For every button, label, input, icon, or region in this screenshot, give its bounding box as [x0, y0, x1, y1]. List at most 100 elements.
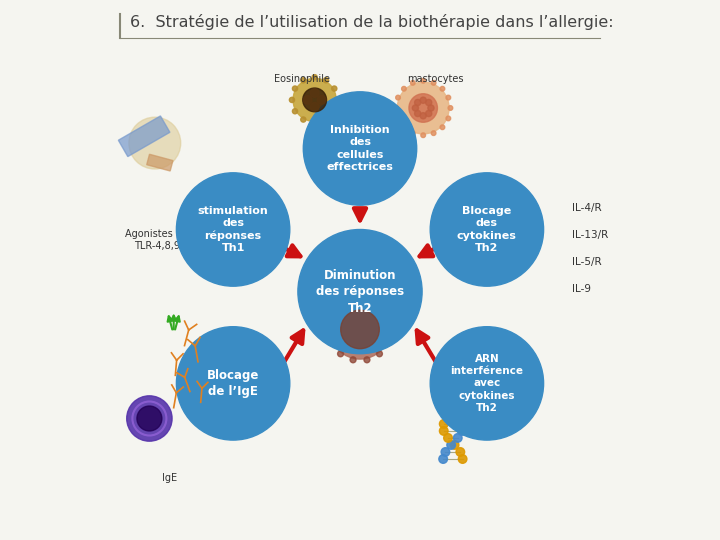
- Circle shape: [421, 133, 426, 138]
- Circle shape: [137, 406, 162, 431]
- Circle shape: [385, 340, 391, 346]
- Circle shape: [456, 448, 464, 456]
- Circle shape: [302, 88, 327, 112]
- Circle shape: [318, 96, 326, 104]
- Circle shape: [332, 86, 337, 91]
- Circle shape: [329, 340, 335, 346]
- Circle shape: [431, 131, 436, 136]
- Circle shape: [421, 78, 426, 83]
- Circle shape: [450, 441, 459, 449]
- Circle shape: [446, 116, 451, 121]
- Circle shape: [431, 173, 544, 286]
- Text: Agonistes de
TLR-4,8,9: Agonistes de TLR-4,8,9: [125, 230, 188, 251]
- Circle shape: [431, 327, 544, 440]
- Circle shape: [428, 105, 434, 111]
- Circle shape: [440, 86, 445, 91]
- Circle shape: [459, 392, 467, 400]
- Circle shape: [341, 310, 379, 349]
- Circle shape: [440, 125, 445, 130]
- Circle shape: [377, 351, 382, 357]
- Circle shape: [415, 110, 420, 117]
- Circle shape: [454, 413, 462, 421]
- Text: IL-9: IL-9: [572, 284, 590, 294]
- Circle shape: [397, 82, 449, 134]
- Circle shape: [439, 455, 448, 463]
- Text: mastocytes: mastocytes: [408, 75, 464, 84]
- Circle shape: [426, 99, 432, 106]
- Circle shape: [409, 94, 438, 122]
- Circle shape: [402, 125, 406, 130]
- Circle shape: [338, 351, 343, 357]
- Circle shape: [301, 78, 306, 83]
- Circle shape: [330, 300, 390, 359]
- Circle shape: [459, 455, 467, 463]
- Circle shape: [450, 406, 459, 414]
- Circle shape: [454, 434, 462, 442]
- Circle shape: [415, 99, 420, 106]
- Text: Inhibition
des
cellules
effectrices: Inhibition des cellules effectrices: [327, 125, 393, 172]
- Circle shape: [176, 327, 289, 440]
- Circle shape: [410, 80, 415, 85]
- Circle shape: [364, 296, 370, 302]
- Circle shape: [458, 420, 467, 428]
- Circle shape: [385, 313, 391, 319]
- Text: IgE: IgE: [162, 473, 178, 483]
- Circle shape: [127, 396, 172, 441]
- Circle shape: [441, 448, 450, 456]
- Circle shape: [303, 92, 417, 205]
- Text: ARN
interférence
avec
cytokines
Th2: ARN interférence avec cytokines Th2: [451, 354, 523, 413]
- Circle shape: [332, 109, 337, 114]
- Circle shape: [364, 357, 370, 363]
- Circle shape: [396, 95, 400, 100]
- Circle shape: [413, 105, 418, 111]
- Text: 6.  Stratégie de l’utilisation de la biothérapie dans l’allergie:: 6. Stratégie de l’utilisation de la biot…: [130, 14, 614, 30]
- Bar: [118, 116, 170, 157]
- Circle shape: [329, 313, 335, 319]
- Circle shape: [456, 399, 464, 407]
- Circle shape: [447, 441, 456, 449]
- Circle shape: [350, 357, 356, 363]
- Circle shape: [292, 109, 297, 114]
- Circle shape: [439, 420, 448, 428]
- Circle shape: [446, 95, 451, 100]
- Circle shape: [129, 117, 181, 169]
- Circle shape: [335, 97, 340, 103]
- Circle shape: [323, 117, 328, 122]
- Text: IL-13/R: IL-13/R: [572, 230, 608, 240]
- Circle shape: [176, 173, 289, 286]
- Text: Blocage
de l’IgE: Blocage de l’IgE: [207, 369, 259, 398]
- Circle shape: [410, 131, 415, 136]
- Circle shape: [350, 296, 356, 302]
- Circle shape: [441, 399, 450, 407]
- Circle shape: [420, 113, 426, 119]
- Text: stimulation
des
réponses
Th1: stimulation des réponses Th1: [198, 206, 269, 253]
- Circle shape: [448, 106, 453, 110]
- Circle shape: [293, 78, 336, 122]
- Circle shape: [310, 89, 319, 97]
- Circle shape: [326, 326, 332, 332]
- Circle shape: [289, 97, 294, 103]
- Text: Blocage
des
cytokines
Th2: Blocage des cytokines Th2: [457, 206, 517, 253]
- Circle shape: [310, 103, 319, 111]
- Circle shape: [396, 116, 400, 121]
- Circle shape: [426, 110, 432, 117]
- Circle shape: [303, 96, 312, 104]
- Text: IL-5/R: IL-5/R: [572, 257, 601, 267]
- Circle shape: [420, 97, 426, 103]
- Text: IL-4/R: IL-4/R: [572, 203, 601, 213]
- Circle shape: [292, 86, 297, 91]
- Circle shape: [301, 117, 306, 122]
- Circle shape: [439, 427, 448, 435]
- Circle shape: [323, 78, 328, 83]
- Circle shape: [394, 106, 398, 110]
- Circle shape: [444, 434, 452, 442]
- Circle shape: [312, 75, 318, 80]
- Text: Eosinophile: Eosinophile: [274, 75, 330, 84]
- Circle shape: [402, 86, 406, 91]
- Bar: [147, 154, 173, 171]
- Circle shape: [388, 326, 394, 332]
- Circle shape: [458, 427, 467, 435]
- Circle shape: [447, 406, 456, 414]
- Circle shape: [431, 80, 436, 85]
- Circle shape: [338, 302, 343, 308]
